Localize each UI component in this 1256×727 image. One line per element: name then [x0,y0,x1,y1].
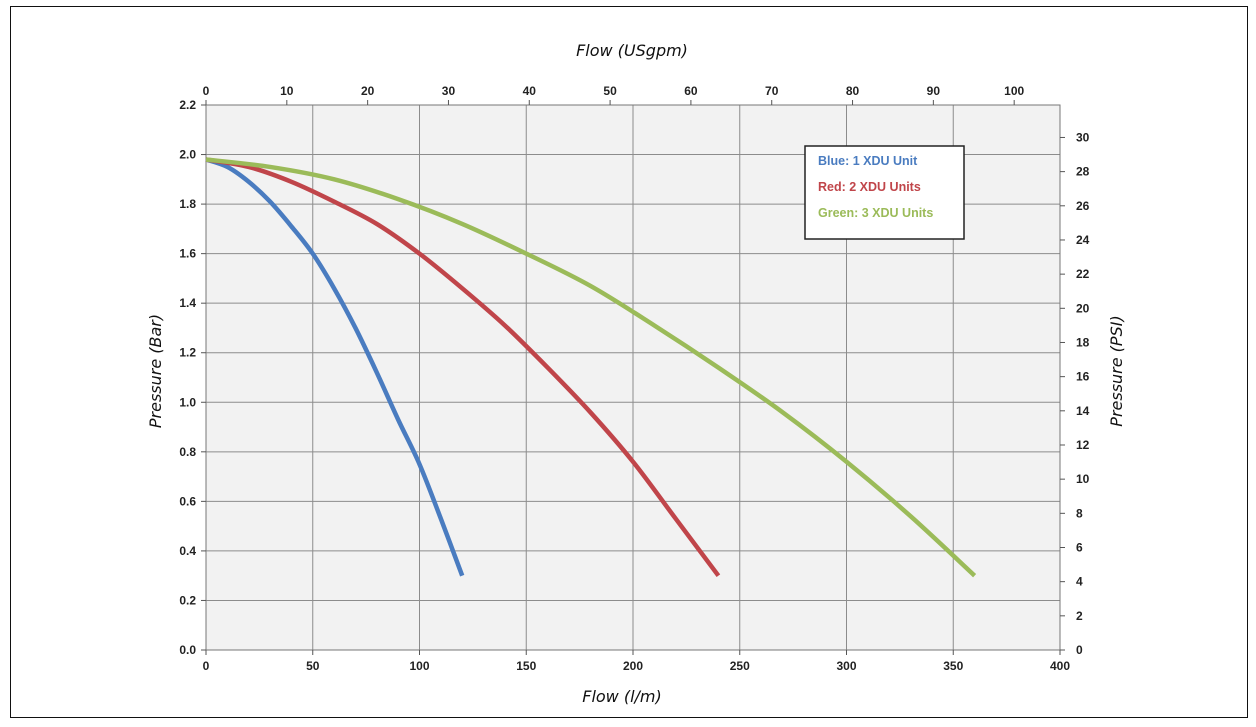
legend-entry-red: Red: 2 XDU Units [818,180,921,194]
left-tick-label: 1.4 [179,296,196,310]
right-tick-label: 28 [1076,165,1090,179]
bottom-tick-label: 200 [623,659,643,673]
right-tick-label: 4 [1076,575,1083,589]
top-tick-label: 50 [603,84,617,98]
left-tick-label: 1.2 [179,346,196,360]
legend: Blue: 1 XDU Unit Red: 2 XDU Units Green:… [804,145,965,240]
legend-entry-green: Green: 3 XDU Units [818,206,933,220]
series-lines [205,157,977,578]
top-tick-label: 60 [684,84,698,98]
bottom-tick-label: 0 [203,659,210,673]
left-tick-label: 1.0 [179,395,196,409]
right-tick-label: 24 [1076,233,1090,247]
right-tick-label: 26 [1076,199,1090,213]
bottom-tick-label: 150 [516,659,536,673]
bottom-tick-label: 350 [943,659,963,673]
top-axis-title: Flow (USgpm) [576,41,688,60]
right-tick-label: 12 [1076,438,1090,452]
left-tick-label: 2.2 [179,98,196,112]
top-tick-label: 10 [280,84,294,98]
right-tick-label: 10 [1076,472,1090,486]
top-tick-label: 0 [203,84,210,98]
right-tick-label: 30 [1076,130,1090,144]
bottom-tick-label: 50 [306,659,320,673]
right-tick-label: 2 [1076,609,1083,623]
right-tick-label: 16 [1076,370,1090,384]
left-axis-ticks: 0.0 0.2 0.4 0.6 0.8 1.0 1.2 1.4 1.6 1.8 2.0 2.2 [179,98,206,657]
top-axis-ticks: 0 10 20 30 40 50 60 70 80 90 100 [203,84,1025,105]
right-tick-label: 14 [1076,404,1090,418]
legend-box [804,145,965,240]
left-tick-label: 0.6 [179,494,196,508]
right-tick-label: 20 [1076,301,1090,315]
bottom-tick-label: 400 [1050,659,1070,673]
top-tick-label: 80 [846,84,860,98]
bottom-tick-label: 300 [836,659,856,673]
top-tick-label: 70 [765,84,779,98]
right-tick-label: 0 [1076,643,1083,657]
left-tick-label: 0.8 [179,445,196,459]
left-tick-label: 2.0 [179,148,196,162]
right-tick-label: 22 [1076,267,1090,281]
left-axis-title: Pressure (Bar) [146,314,165,428]
series-line-1 [205,157,465,577]
top-tick-label: 20 [361,84,375,98]
left-tick-label: 0.0 [179,643,196,657]
top-tick-label: 30 [442,84,456,98]
top-tick-label: 40 [523,84,537,98]
series-line-2 [205,157,721,578]
left-tick-label: 1.8 [179,197,196,211]
bottom-axis-ticks: 0 50 100 150 200 250 300 350 400 [203,650,1070,673]
right-axis-title: Pressure (PSI) [1107,315,1126,426]
left-tick-label: 0.4 [179,544,196,558]
bottom-tick-label: 250 [730,659,750,673]
bottom-axis-title: Flow (l/m) [582,687,662,706]
series-line-3 [205,157,977,578]
top-tick-label: 90 [927,84,941,98]
right-tick-label: 8 [1076,506,1083,520]
right-tick-label: 6 [1076,540,1083,554]
right-tick-label: 18 [1076,335,1090,349]
bottom-tick-label: 100 [409,659,429,673]
left-tick-label: 0.2 [179,593,196,607]
legend-entry-blue: Blue: 1 XDU Unit [818,154,918,168]
left-tick-label: 1.6 [179,247,196,261]
top-tick-label: 100 [1004,84,1024,98]
